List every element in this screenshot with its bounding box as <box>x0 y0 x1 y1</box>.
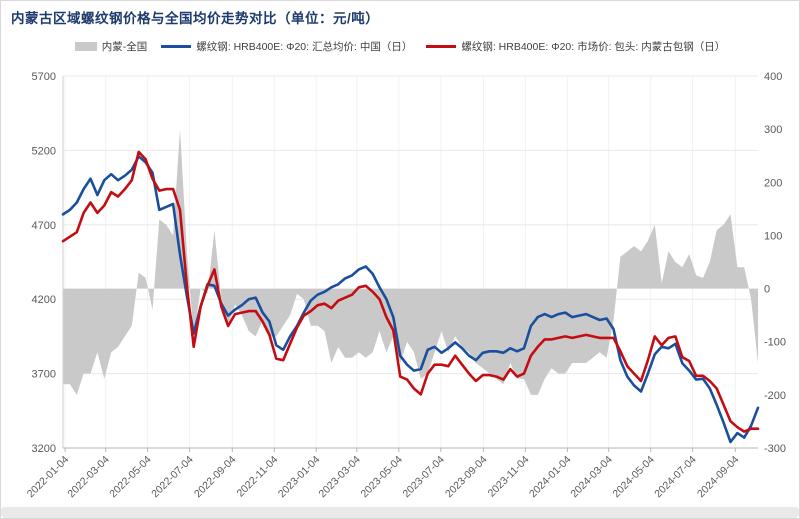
svg-text:100: 100 <box>764 230 782 242</box>
legend-item-diff[interactable]: 内蒙-全国 <box>74 39 148 54</box>
svg-text:400: 400 <box>764 71 782 83</box>
baotou-price-line-series <box>61 150 760 433</box>
svg-text:-300: -300 <box>764 443 786 455</box>
svg-text:300: 300 <box>764 124 782 136</box>
svg-text:2023-11-04: 2023-11-04 <box>486 454 532 500</box>
chart-title: 内蒙古区域螺纹钢价格与全国均价走势对比（单位：元/吨） <box>11 11 380 26</box>
legend-label-national: 螺纹钢: HRB400E: Φ20: 汇总均价: 中国（日） <box>196 41 413 53</box>
bottom-scrollbar[interactable] <box>1 507 799 518</box>
svg-text:4700: 4700 <box>32 220 56 232</box>
svg-text:2024-09-04: 2024-09-04 <box>695 454 742 501</box>
svg-text:3200: 3200 <box>32 443 56 455</box>
svg-text:2023-01-04: 2023-01-04 <box>276 454 323 501</box>
svg-text:3700: 3700 <box>32 369 56 381</box>
svg-text:5700: 5700 <box>32 71 56 83</box>
svg-text:-100: -100 <box>764 337 786 349</box>
legend-label-diff: 内蒙-全国 <box>101 41 148 53</box>
svg-text:2022-11-04: 2022-11-04 <box>235 454 281 500</box>
legend-item-baotou[interactable]: 螺纹钢: HRB400E: Φ20: 市场价: 包头: 内蒙古包钢（日） <box>426 39 725 54</box>
svg-text:2023-03-04: 2023-03-04 <box>316 454 363 501</box>
svg-text:-200: -200 <box>764 390 786 402</box>
x-axis-labels: 2022-01-042022-03-042022-05-042022-07-04… <box>25 454 742 501</box>
svg-text:2022-03-04: 2022-03-04 <box>65 454 112 501</box>
chart-legend: 内蒙-全国 螺纹钢: HRB400E: Φ20: 汇总均价: 中国（日） 螺纹钢… <box>1 39 799 54</box>
svg-text:2023-09-04: 2023-09-04 <box>443 454 490 501</box>
svg-text:2024-01-04: 2024-01-04 <box>527 454 574 501</box>
svg-text:0: 0 <box>764 284 770 296</box>
left-axis-labels: 5700 5200 4700 4200 3700 3200 <box>32 71 56 455</box>
svg-text:2022-05-04: 2022-05-04 <box>107 454 154 501</box>
svg-text:2022-01-04: 2022-01-04 <box>25 454 72 501</box>
svg-text:2022-07-04: 2022-07-04 <box>149 454 196 501</box>
svg-text:2024-05-04: 2024-05-04 <box>610 454 657 501</box>
svg-text:200: 200 <box>764 177 782 189</box>
axis-frame <box>62 76 758 452</box>
right-axis-labels: 400 300 200 100 0 -100 -200 -300 <box>764 71 786 455</box>
svg-text:2024-03-04: 2024-03-04 <box>568 454 615 501</box>
svg-text:2023-07-04: 2023-07-04 <box>400 454 447 501</box>
svg-text:2023-05-04: 2023-05-04 <box>358 454 405 501</box>
diff-area-series <box>63 129 758 395</box>
area-swatch-icon <box>74 42 97 51</box>
svg-text:2024-07-04: 2024-07-04 <box>652 454 699 501</box>
line-swatch-icon-blue <box>161 45 192 48</box>
line-swatch-icon-red <box>426 45 457 48</box>
svg-text:2022-09-04: 2022-09-04 <box>192 454 239 501</box>
svg-text:4200: 4200 <box>32 294 56 306</box>
svg-text:5200: 5200 <box>32 145 56 157</box>
national-avg-line-series <box>61 155 760 444</box>
legend-label-baotou: 螺纹钢: HRB400E: Φ20: 市场价: 包头: 内蒙古包钢（日） <box>461 41 726 53</box>
legend-item-national[interactable]: 螺纹钢: HRB400E: Φ20: 汇总均价: 中国（日） <box>161 39 412 54</box>
